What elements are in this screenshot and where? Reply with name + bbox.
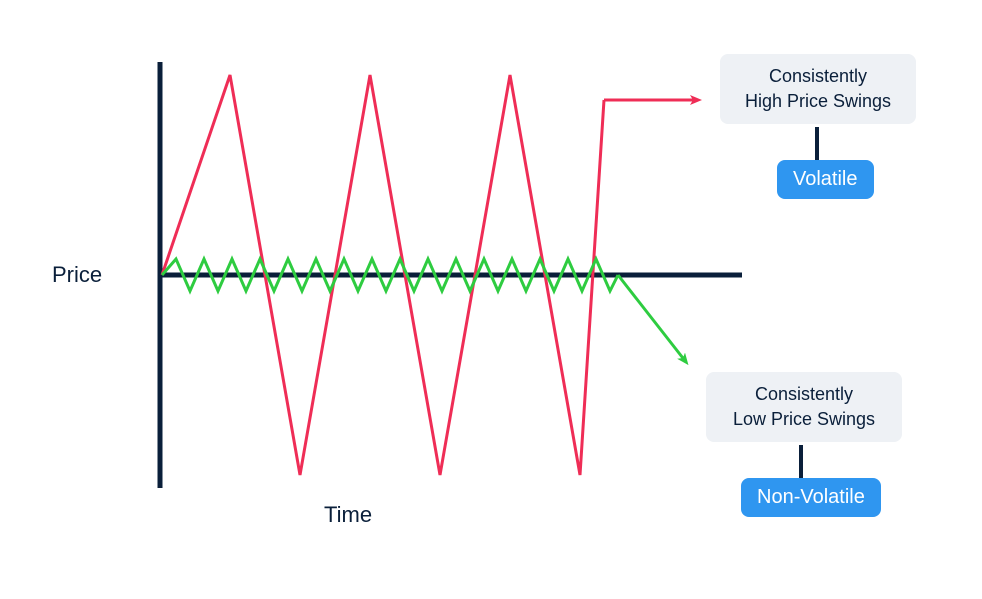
x-axis-label: Time [324, 502, 372, 528]
volatile-callout-line1: Consistently [736, 64, 900, 89]
nonvolatile-callout-box: Consistently Low Price Swings [706, 372, 902, 442]
y-axis-label: Price [52, 262, 102, 288]
nonvolatile-callout-line1: Consistently [722, 382, 886, 407]
volatile-callout-line2: High Price Swings [736, 89, 900, 114]
nonvolatile-connector [799, 445, 803, 479]
nonvolatile-arrow [618, 275, 686, 362]
volatile-callout-box: Consistently High Price Swings [720, 54, 916, 124]
volatility-diagram: { "axes": { "y_label": "Price", "x_label… [0, 0, 982, 599]
volatile-badge: Volatile [777, 160, 874, 199]
volatile-connector [815, 127, 819, 161]
nonvolatile-badge: Non-Volatile [741, 478, 881, 517]
nonvolatile-callout-line2: Low Price Swings [722, 407, 886, 432]
